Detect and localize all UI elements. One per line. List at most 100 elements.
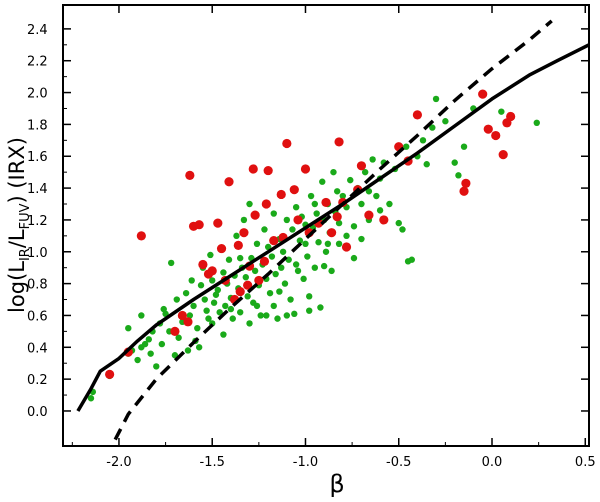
green-data-point (419, 137, 427, 144)
y-tick-label: 0.6 (27, 309, 48, 324)
red-data-point (254, 275, 264, 286)
red-data-point (213, 218, 223, 228)
green-data-point (182, 289, 190, 297)
green-data-point (220, 331, 227, 338)
green-data-point (281, 280, 289, 287)
green-data-point (369, 156, 376, 163)
y-tick-label: 1.8 (27, 118, 48, 133)
green-data-point (292, 203, 300, 211)
green-data-point (423, 161, 430, 168)
green-data-point (306, 293, 313, 300)
red-data-point (293, 215, 303, 225)
green-data-point (335, 219, 343, 227)
green-data-point (236, 254, 244, 262)
y-tick-label: 0.2 (27, 373, 48, 388)
green-data-point (533, 119, 540, 127)
y-tick-label: 2.0 (27, 87, 48, 102)
green-data-point (276, 288, 283, 295)
green-data-point (210, 299, 218, 306)
green-data-point (134, 356, 141, 364)
green-data-point (289, 226, 296, 233)
green-data-point (225, 256, 233, 263)
green-data-point (442, 118, 449, 125)
green-data-point (214, 286, 222, 294)
red-data-point (356, 161, 367, 171)
green-data-point (287, 296, 294, 303)
y-axis-label-mid: /L (5, 229, 29, 248)
green-data-point (408, 256, 416, 263)
red-data-point (506, 111, 516, 122)
green-data-point (361, 168, 369, 176)
green-data-point (125, 324, 132, 332)
green-data-point (343, 232, 350, 240)
green-data-point (399, 226, 406, 233)
green-data-point (373, 192, 380, 200)
y-axis-label-tail: ) (IRX) (5, 137, 29, 203)
green-data-point (328, 267, 335, 275)
y-tick-label: 0.8 (27, 278, 48, 293)
y-axis-label-main: log(L (5, 261, 29, 313)
green-data-point (87, 395, 95, 402)
green-data-point (279, 248, 287, 255)
green-data-point (358, 235, 365, 243)
green-data-point (194, 324, 201, 332)
y-axis-label-sub-ir: IR (18, 248, 33, 261)
green-data-point (222, 302, 229, 310)
red-data-point (282, 138, 292, 149)
green-data-point (246, 200, 253, 208)
green-data-point (324, 240, 332, 248)
red-data-point (412, 110, 422, 120)
green-data-point (158, 340, 166, 348)
green-data-point (175, 334, 182, 341)
red-data-point (259, 256, 270, 266)
red-data-point (136, 231, 146, 241)
green-data-point (307, 192, 315, 200)
green-data-point (278, 264, 285, 271)
green-data-point (365, 188, 373, 195)
green-data-point (319, 178, 326, 185)
red-data-point (276, 189, 286, 200)
green-data-point (317, 304, 324, 311)
green-data-point (160, 305, 167, 313)
green-data-point (432, 95, 440, 103)
green-data-point (209, 277, 216, 284)
green-data-point (347, 176, 354, 184)
red-data-point (185, 170, 195, 180)
red-data-point (269, 236, 279, 246)
x-tick-label: -2.0 (106, 455, 131, 470)
green-data-point (386, 200, 393, 208)
green-data-point (229, 315, 236, 322)
red-data-point (235, 286, 245, 297)
y-tick-label: 0.0 (27, 405, 48, 420)
green-data-point (306, 307, 313, 314)
green-data-point (339, 192, 346, 200)
green-data-point (294, 267, 302, 275)
red-data-point (300, 164, 311, 174)
green-data-point (274, 315, 281, 322)
red-data-point (341, 242, 352, 252)
green-data-point (173, 296, 180, 303)
green-data-point (195, 344, 203, 351)
green-data-point (283, 312, 291, 319)
chart-marks (76, 19, 590, 441)
red-data-point (207, 266, 217, 276)
dashed-relation-curve (113, 19, 553, 441)
green-data-point (257, 312, 264, 319)
red-data-point (216, 243, 227, 254)
green-data-point (251, 267, 259, 275)
red-data-point (332, 212, 342, 222)
green-data-point (304, 253, 311, 260)
solid-relation-curve (76, 43, 590, 412)
green-data-point (498, 108, 505, 115)
red-data-point (105, 369, 115, 379)
green-data-point (233, 232, 240, 240)
green-data-point (145, 336, 153, 343)
green-data-point (216, 309, 223, 316)
y-tick-label: 1.6 (27, 150, 48, 165)
red-data-point (224, 177, 234, 187)
plot-frame (62, 4, 590, 447)
green-data-point (283, 216, 291, 224)
green-data-point (203, 307, 210, 314)
green-data-point (244, 293, 251, 300)
green-data-point (190, 302, 197, 310)
